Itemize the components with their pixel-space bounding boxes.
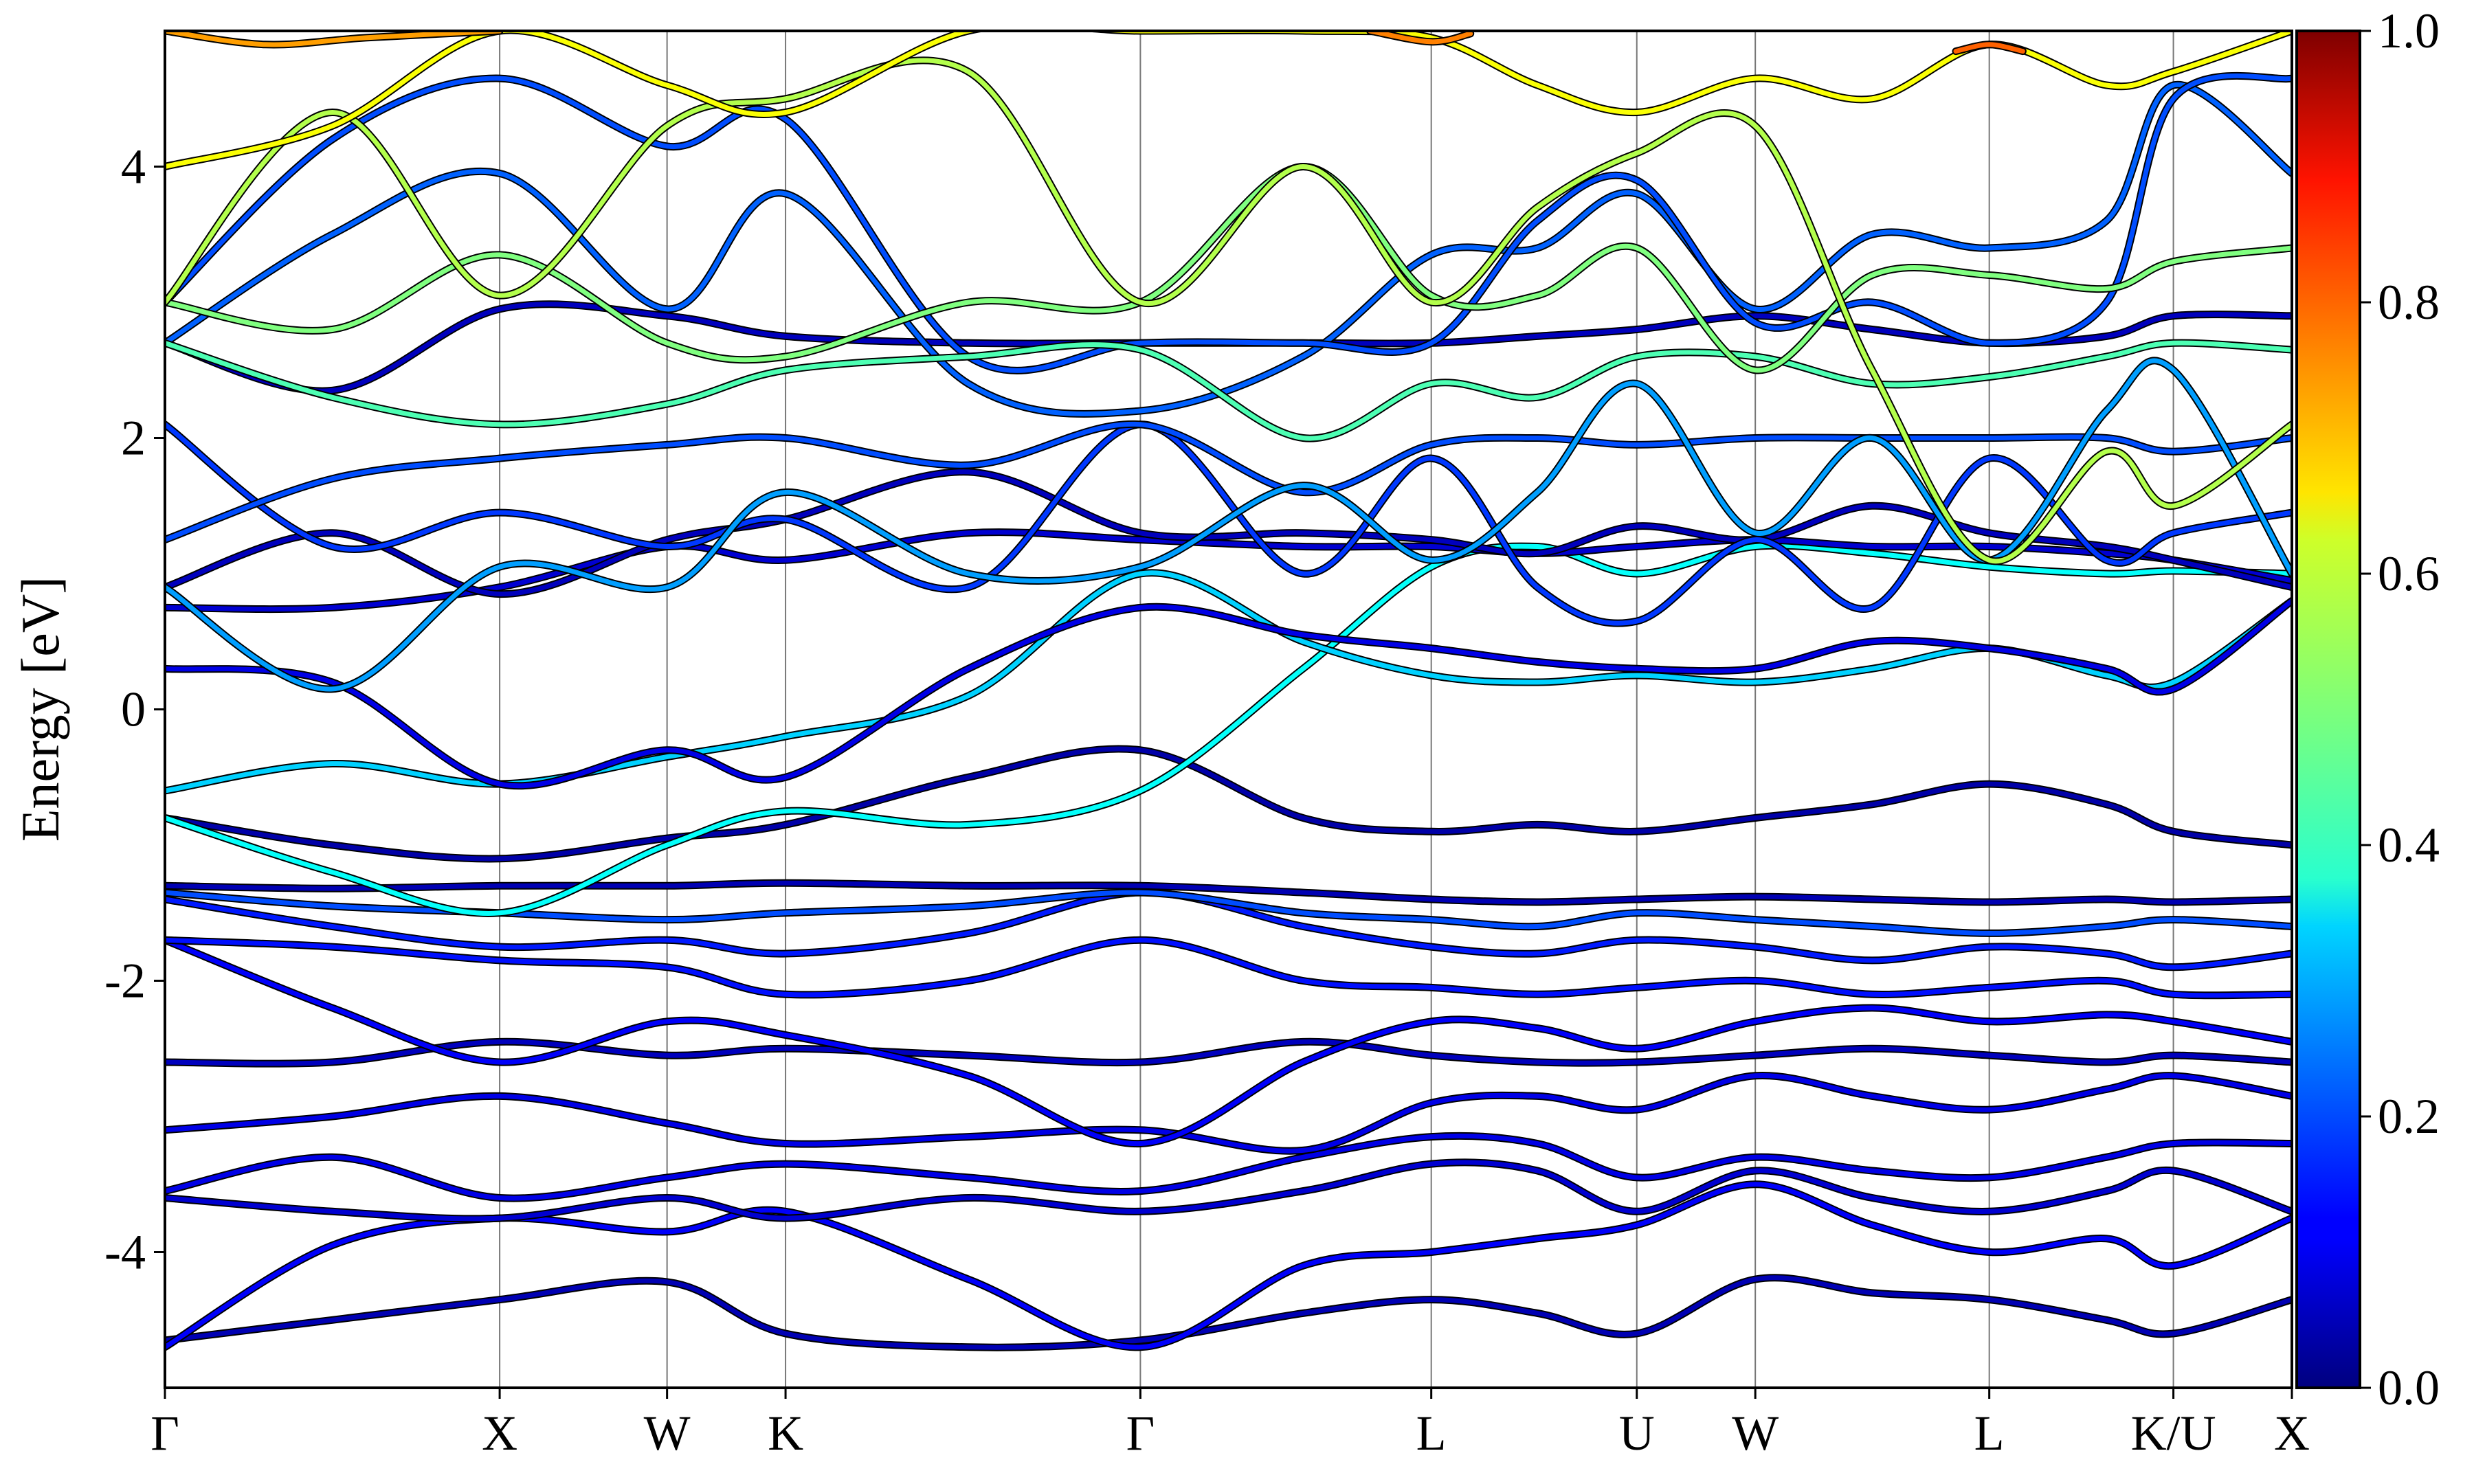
y-tick-label: 4	[121, 139, 146, 194]
x-tick-label: U	[1619, 1406, 1655, 1461]
band-line	[165, 58, 2292, 564]
band-line	[165, 890, 2292, 936]
band-line	[165, 421, 2292, 543]
colorbar-tick-label: 0.2	[2378, 1089, 2440, 1144]
band-line	[165, 1133, 2292, 1201]
band-line	[165, 1160, 2292, 1222]
band-line	[165, 543, 2292, 916]
band-line	[165, 422, 2292, 626]
x-tick-label: Γ	[151, 1406, 179, 1461]
band-line	[165, 890, 2292, 970]
band-outline	[165, 357, 2292, 693]
y-axis-ticks: -4 -2 0 2 4	[104, 139, 165, 1280]
x-tick-label: W	[1732, 1406, 1779, 1461]
colorbar-tick-label: 1.0	[2378, 3, 2440, 58]
colorbar-tick-label: 0.8	[2378, 275, 2440, 330]
colorbar-gradient	[2295, 30, 2361, 1389]
x-tick-label: Γ	[1126, 1406, 1155, 1461]
band-line	[165, 598, 2292, 789]
band-line	[1368, 31, 1473, 45]
band-line	[165, 937, 2292, 1147]
band-outline	[165, 597, 2292, 790]
colorbar-tick-label: 0.4	[2378, 818, 2440, 873]
x-tick-label: L	[1416, 1406, 1447, 1461]
colorbar-tick-label: 0.6	[2378, 546, 2440, 601]
band-line	[165, 746, 2292, 862]
colorbar: 0.0 0.2 0.4 0.6 0.8 1.0	[2295, 3, 2440, 1415]
x-tick-label: L	[1974, 1406, 2005, 1461]
x-tick-label: K/U	[2131, 1406, 2216, 1461]
band-line	[165, 164, 2292, 373]
bands-group	[165, 31, 2292, 1351]
band-line	[165, 570, 2292, 794]
y-tick-label: 2	[121, 411, 146, 466]
colorbar-tick-label: 0.0	[2378, 1360, 2440, 1415]
x-tick-label: W	[644, 1406, 691, 1461]
band-line	[165, 358, 2292, 692]
x-tick-label: K	[768, 1406, 803, 1461]
y-tick-label: -4	[104, 1225, 146, 1280]
band-line	[165, 74, 2292, 373]
band-line	[165, 82, 2292, 416]
plot-area: -4 -2 0 2 4 Γ X W K Γ L U W L K/U X	[104, 30, 2310, 1461]
band-line	[165, 1275, 2292, 1350]
band-line	[165, 1073, 2292, 1154]
x-tick-label: X	[482, 1406, 517, 1461]
y-tick-label: 0	[121, 682, 146, 737]
band-outline	[165, 745, 2292, 863]
y-axis-label: Energy [eV]	[10, 576, 70, 842]
colorbar-ticks: 0.0 0.2 0.4 0.6 0.8 1.0	[2360, 3, 2440, 1415]
band-line	[165, 937, 2292, 998]
x-tick-label: X	[2274, 1406, 2310, 1461]
band-line	[165, 1182, 2292, 1350]
x-axis-ticks: Γ X W K Γ L U W L K/U X	[151, 1388, 2310, 1461]
band-line	[165, 340, 2292, 441]
band-line	[165, 469, 2292, 597]
band-outline	[165, 1072, 2292, 1155]
band-line	[165, 31, 502, 47]
band-outline	[165, 569, 2292, 795]
band-line	[1953, 42, 2025, 54]
y-tick-label: -2	[104, 954, 146, 1009]
